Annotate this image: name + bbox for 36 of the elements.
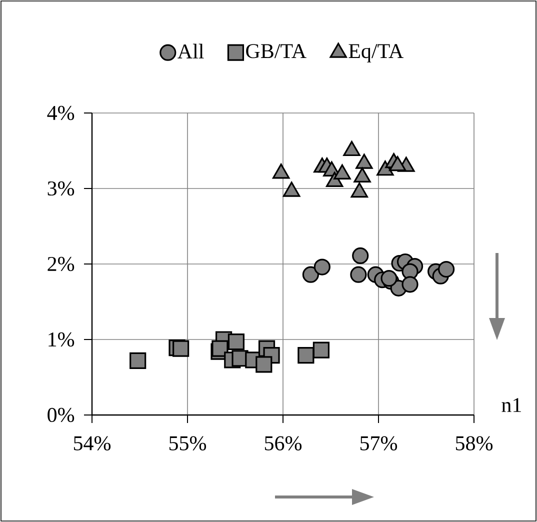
point bbox=[350, 182, 368, 198]
y-tick-label: 3% bbox=[48, 181, 74, 196]
point bbox=[272, 164, 290, 179]
y-tick-label: 1% bbox=[48, 332, 74, 347]
point bbox=[334, 164, 351, 180]
point bbox=[343, 140, 360, 156]
point bbox=[312, 342, 330, 358]
legend-label: GB/TA bbox=[246, 44, 306, 58]
point bbox=[389, 156, 406, 172]
point bbox=[256, 356, 272, 373]
x-tick-label: 55% bbox=[169, 436, 206, 450]
text: n1 bbox=[502, 398, 521, 412]
point bbox=[314, 258, 330, 276]
legend-label: All bbox=[178, 44, 204, 58]
point bbox=[172, 340, 190, 357]
x-tick-label: 56% bbox=[264, 436, 302, 450]
point bbox=[212, 340, 228, 357]
point bbox=[356, 154, 373, 169]
y-tick-label: 0% bbox=[48, 408, 74, 422]
point bbox=[130, 352, 146, 369]
point bbox=[228, 333, 245, 350]
y-tick-label: 4% bbox=[47, 106, 74, 120]
point bbox=[302, 266, 319, 283]
x-tick-label: 54% bbox=[74, 436, 111, 450]
y-tick-label: 2% bbox=[48, 256, 74, 272]
point bbox=[438, 260, 455, 278]
point bbox=[283, 182, 300, 197]
point bbox=[354, 167, 371, 182]
point bbox=[352, 247, 369, 264]
x-tick-label: 57% bbox=[360, 436, 398, 450]
legend-label: Eq/TA bbox=[348, 44, 404, 62]
x-tick-label: 58% bbox=[456, 436, 493, 450]
point bbox=[380, 270, 398, 287]
point bbox=[350, 266, 367, 283]
point bbox=[402, 276, 418, 293]
point bbox=[298, 347, 314, 364]
